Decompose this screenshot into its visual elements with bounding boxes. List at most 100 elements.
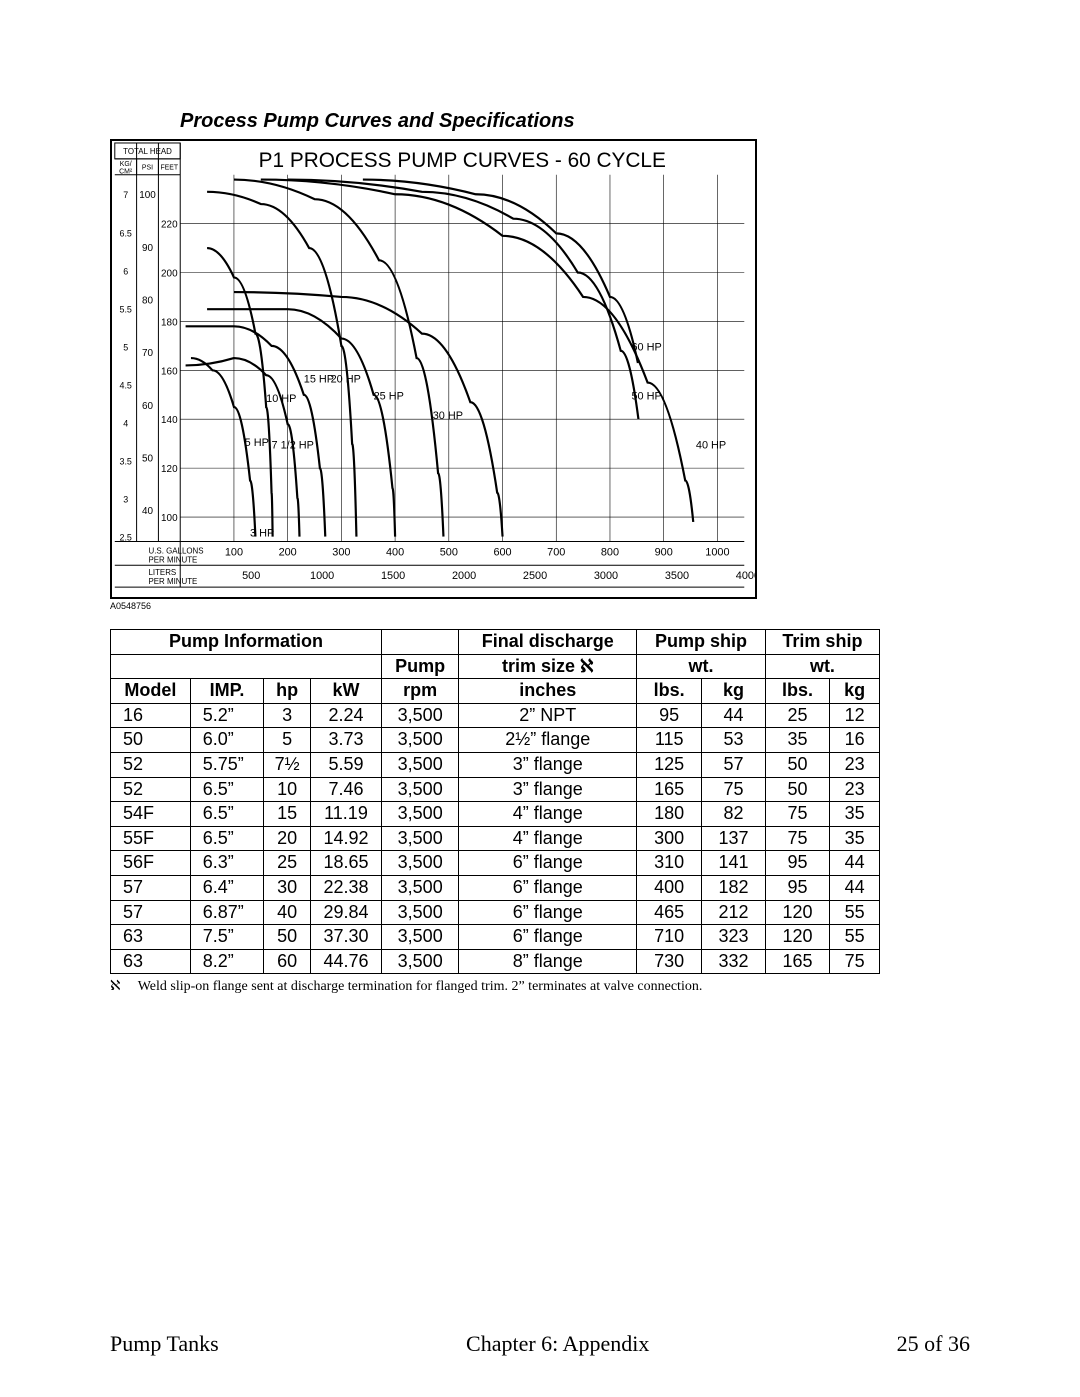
table-cell: 30 <box>264 875 311 900</box>
table-cell: 29.84 <box>310 900 381 925</box>
svg-text:100: 100 <box>225 546 243 558</box>
svg-text:500: 500 <box>440 546 458 558</box>
svg-text:4: 4 <box>123 418 128 428</box>
table-cell: 50 <box>111 728 191 753</box>
table-cell: 3,500 <box>382 752 459 777</box>
footnote-text: Weld slip-on flange sent at discharge te… <box>138 979 703 994</box>
table-cell: 7.5” <box>190 925 264 950</box>
table-cell: 165 <box>637 777 702 802</box>
table-cell: 75 <box>765 826 829 851</box>
table-cell: 212 <box>702 900 766 925</box>
table-cell: 141 <box>702 851 766 876</box>
svg-text:70: 70 <box>142 348 154 359</box>
table-cell: 182 <box>702 875 766 900</box>
pump-curve-chart: TOTAL HEADKG/CM²PSIFEET10012014016018020… <box>110 139 757 599</box>
table-cell: 400 <box>637 875 702 900</box>
table-cell: 8.2” <box>190 949 264 974</box>
col-Model: Model <box>111 679 191 704</box>
table-cell: 8” flange <box>459 949 637 974</box>
table-cell: 3 <box>264 703 311 728</box>
table-cell: 11.19 <box>310 802 381 827</box>
col-kg: kg <box>830 679 880 704</box>
table-cell: 10 <box>264 777 311 802</box>
svg-text:40: 40 <box>142 506 154 517</box>
svg-text:PSI: PSI <box>142 165 153 172</box>
svg-text:25 HP: 25 HP <box>374 391 404 403</box>
table-cell: 2½” flange <box>459 728 637 753</box>
table-cell: 6.0” <box>190 728 264 753</box>
table-cell: 6” flange <box>459 925 637 950</box>
table-cell: 25 <box>765 703 829 728</box>
table-cell: 3,500 <box>382 802 459 827</box>
table-cell: 35 <box>830 826 880 851</box>
table-cell: 18.65 <box>310 851 381 876</box>
svg-text:800: 800 <box>601 546 619 558</box>
table-cell: 50 <box>264 925 311 950</box>
hdr-pump-info: Pump Information <box>111 630 382 655</box>
table-cell: 3,500 <box>382 826 459 851</box>
table-cell: 55 <box>830 925 880 950</box>
table-cell: 115 <box>637 728 702 753</box>
svg-text:FEET: FEET <box>160 165 178 172</box>
svg-text:40 HP: 40 HP <box>696 440 726 452</box>
table-cell: 95 <box>765 851 829 876</box>
table-cell: 56F <box>111 851 191 876</box>
section-title: Process Pump Curves and Specifications <box>180 110 980 133</box>
svg-text:200: 200 <box>161 268 178 279</box>
footer-center: Chapter 6: Appendix <box>466 1331 649 1357</box>
table-cell: 310 <box>637 851 702 876</box>
table-cell: 6” flange <box>459 900 637 925</box>
table-cell: 4” flange <box>459 802 637 827</box>
svg-text:90: 90 <box>142 243 154 254</box>
svg-text:PER MINUTE: PER MINUTE <box>149 577 198 586</box>
table-cell: 5.59 <box>310 752 381 777</box>
svg-text:7 1/2 HP: 7 1/2 HP <box>272 440 314 452</box>
hdr-blank <box>382 630 459 655</box>
table-cell: 82 <box>702 802 766 827</box>
table-cell: 6” flange <box>459 851 637 876</box>
table-cell: 22.38 <box>310 875 381 900</box>
svg-text:50 HP: 50 HP <box>631 391 661 403</box>
table-cell: 3,500 <box>382 875 459 900</box>
table-cell: 3” flange <box>459 777 637 802</box>
svg-text:2000: 2000 <box>452 570 476 582</box>
svg-text:PER MINUTE: PER MINUTE <box>149 555 198 564</box>
table-cell: 7½ <box>264 752 311 777</box>
svg-text:80: 80 <box>142 296 154 307</box>
svg-text:15 HP: 15 HP <box>304 374 334 386</box>
svg-text:4.5: 4.5 <box>120 380 132 390</box>
table-cell: 55 <box>830 900 880 925</box>
table-cell: 180 <box>637 802 702 827</box>
table-cell: 14.92 <box>310 826 381 851</box>
table-cell: 6.5” <box>190 777 264 802</box>
svg-text:140: 140 <box>161 415 178 426</box>
svg-text:3.5: 3.5 <box>120 456 132 466</box>
table-cell: 54F <box>111 802 191 827</box>
svg-text:4000: 4000 <box>736 570 755 582</box>
col-hp: hp <box>264 679 311 704</box>
svg-text:1000: 1000 <box>310 570 334 582</box>
table-cell: 52 <box>111 752 191 777</box>
table-cell: 3,500 <box>382 703 459 728</box>
table-cell: 6.5” <box>190 826 264 851</box>
table-cell: 50 <box>765 752 829 777</box>
svg-text:300: 300 <box>332 546 350 558</box>
table-cell: 465 <box>637 900 702 925</box>
table-cell: 53 <box>702 728 766 753</box>
table-cell: 44.76 <box>310 949 381 974</box>
footer-right: 25 of 36 <box>897 1331 970 1357</box>
col-lbs.: lbs. <box>765 679 829 704</box>
table-cell: 63 <box>111 925 191 950</box>
table-cell: 15 <box>264 802 311 827</box>
table-cell: 16 <box>111 703 191 728</box>
table-cell: 5 <box>264 728 311 753</box>
table-cell: 23 <box>830 777 880 802</box>
hdr-pumpship: Pump ship <box>637 630 766 655</box>
table-cell: 44 <box>702 703 766 728</box>
col-IMP.: IMP. <box>190 679 264 704</box>
svg-text:220: 220 <box>161 220 178 231</box>
svg-text:LITERS: LITERS <box>149 568 177 577</box>
table-cell: 323 <box>702 925 766 950</box>
spec-table: Pump InformationFinal dischargePump ship… <box>110 629 880 974</box>
footnote-marker: ℵ <box>110 979 120 994</box>
